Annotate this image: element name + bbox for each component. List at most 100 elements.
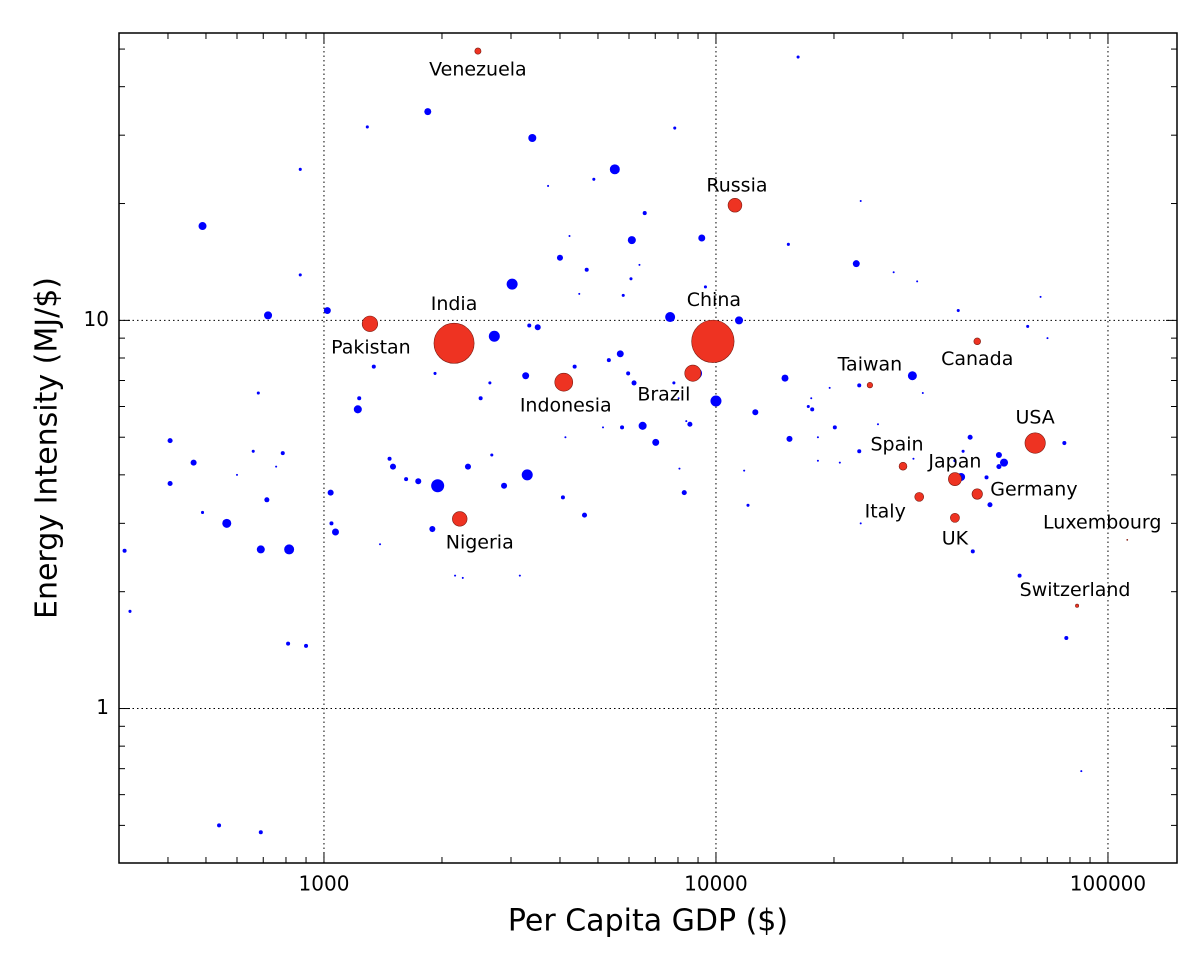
- point: [474, 47, 482, 55]
- point: [564, 436, 567, 439]
- point: [490, 453, 494, 457]
- point: [198, 222, 207, 231]
- point: [1126, 538, 1129, 541]
- y-tick-label: 10: [84, 307, 109, 331]
- point: [681, 490, 687, 496]
- point: [506, 278, 518, 290]
- point: [429, 526, 436, 533]
- point: [677, 397, 680, 400]
- point: [560, 495, 565, 500]
- point: [907, 371, 917, 381]
- point: [128, 609, 132, 613]
- point: [687, 421, 693, 427]
- point: [452, 511, 468, 527]
- point: [892, 271, 895, 274]
- point: [626, 371, 631, 376]
- point: [810, 397, 813, 400]
- point: [284, 544, 295, 555]
- point: [264, 497, 270, 503]
- point: [995, 451, 1002, 459]
- point: [672, 381, 676, 385]
- point-label: Russia: [706, 175, 767, 197]
- point: [581, 512, 588, 518]
- point: [251, 449, 255, 453]
- point: [912, 457, 915, 460]
- point-label: Indonesia: [520, 395, 612, 417]
- point: [454, 574, 457, 577]
- point: [914, 492, 925, 502]
- point: [684, 364, 702, 382]
- point: [1064, 635, 1069, 640]
- point: [235, 473, 239, 476]
- point: [967, 434, 973, 440]
- point: [304, 643, 309, 648]
- y-axis-label: Energy Intensity (MJ/$): [30, 277, 65, 619]
- point: [852, 260, 860, 268]
- x-tick-label: 100000: [1070, 872, 1146, 896]
- point: [387, 456, 392, 461]
- point: [415, 478, 422, 485]
- point: [970, 549, 975, 554]
- point: [371, 364, 376, 369]
- point: [606, 358, 611, 363]
- point: [327, 489, 334, 496]
- point: [478, 396, 483, 401]
- point: [638, 263, 641, 266]
- point: [522, 372, 530, 380]
- point-label: UK: [942, 527, 969, 549]
- point: [743, 469, 746, 472]
- point: [1017, 573, 1022, 578]
- x-axis-label: Per Capita GDP ($): [508, 904, 788, 939]
- point: [518, 574, 521, 577]
- point: [999, 458, 1009, 467]
- point: [433, 371, 437, 375]
- point: [752, 409, 759, 416]
- point: [258, 830, 263, 835]
- point: [642, 211, 647, 216]
- point-label: Nigeria: [446, 531, 514, 553]
- plot-frame: [118, 32, 1178, 864]
- point: [796, 55, 800, 59]
- point: [280, 451, 285, 456]
- point-label: Taiwan: [837, 354, 903, 376]
- point: [122, 548, 127, 553]
- point-label: Germany: [990, 479, 1077, 501]
- point: [592, 177, 596, 181]
- point: [534, 324, 541, 331]
- point-label: Brazil: [637, 384, 690, 406]
- x-tick-label: 1000: [299, 872, 350, 896]
- point-label: Japan: [927, 451, 981, 473]
- point: [971, 488, 983, 500]
- point: [898, 461, 908, 471]
- point: [1080, 770, 1083, 773]
- point: [627, 236, 636, 245]
- point: [433, 322, 475, 364]
- point-label: Switzerland: [1020, 579, 1131, 601]
- point: [832, 425, 837, 430]
- point-label: China: [687, 289, 741, 311]
- point: [810, 407, 815, 412]
- point: [950, 512, 960, 523]
- point: [1046, 337, 1049, 340]
- point: [332, 528, 339, 536]
- point: [816, 436, 819, 439]
- point: [857, 383, 862, 388]
- point: [621, 293, 625, 297]
- point: [357, 396, 362, 401]
- x-tick-label: 10000: [684, 872, 748, 896]
- point: [200, 510, 205, 514]
- point: [521, 469, 533, 481]
- point: [568, 234, 571, 237]
- point: [859, 200, 862, 203]
- point: [389, 463, 397, 470]
- point: [916, 280, 919, 283]
- point-label: Venezuela: [429, 59, 527, 81]
- point: [816, 459, 819, 462]
- point: [631, 380, 637, 386]
- point-label: Italy: [865, 500, 906, 522]
- point: [698, 234, 706, 242]
- point: [781, 374, 789, 382]
- point: [638, 421, 647, 430]
- point: [547, 184, 550, 187]
- point: [461, 576, 464, 579]
